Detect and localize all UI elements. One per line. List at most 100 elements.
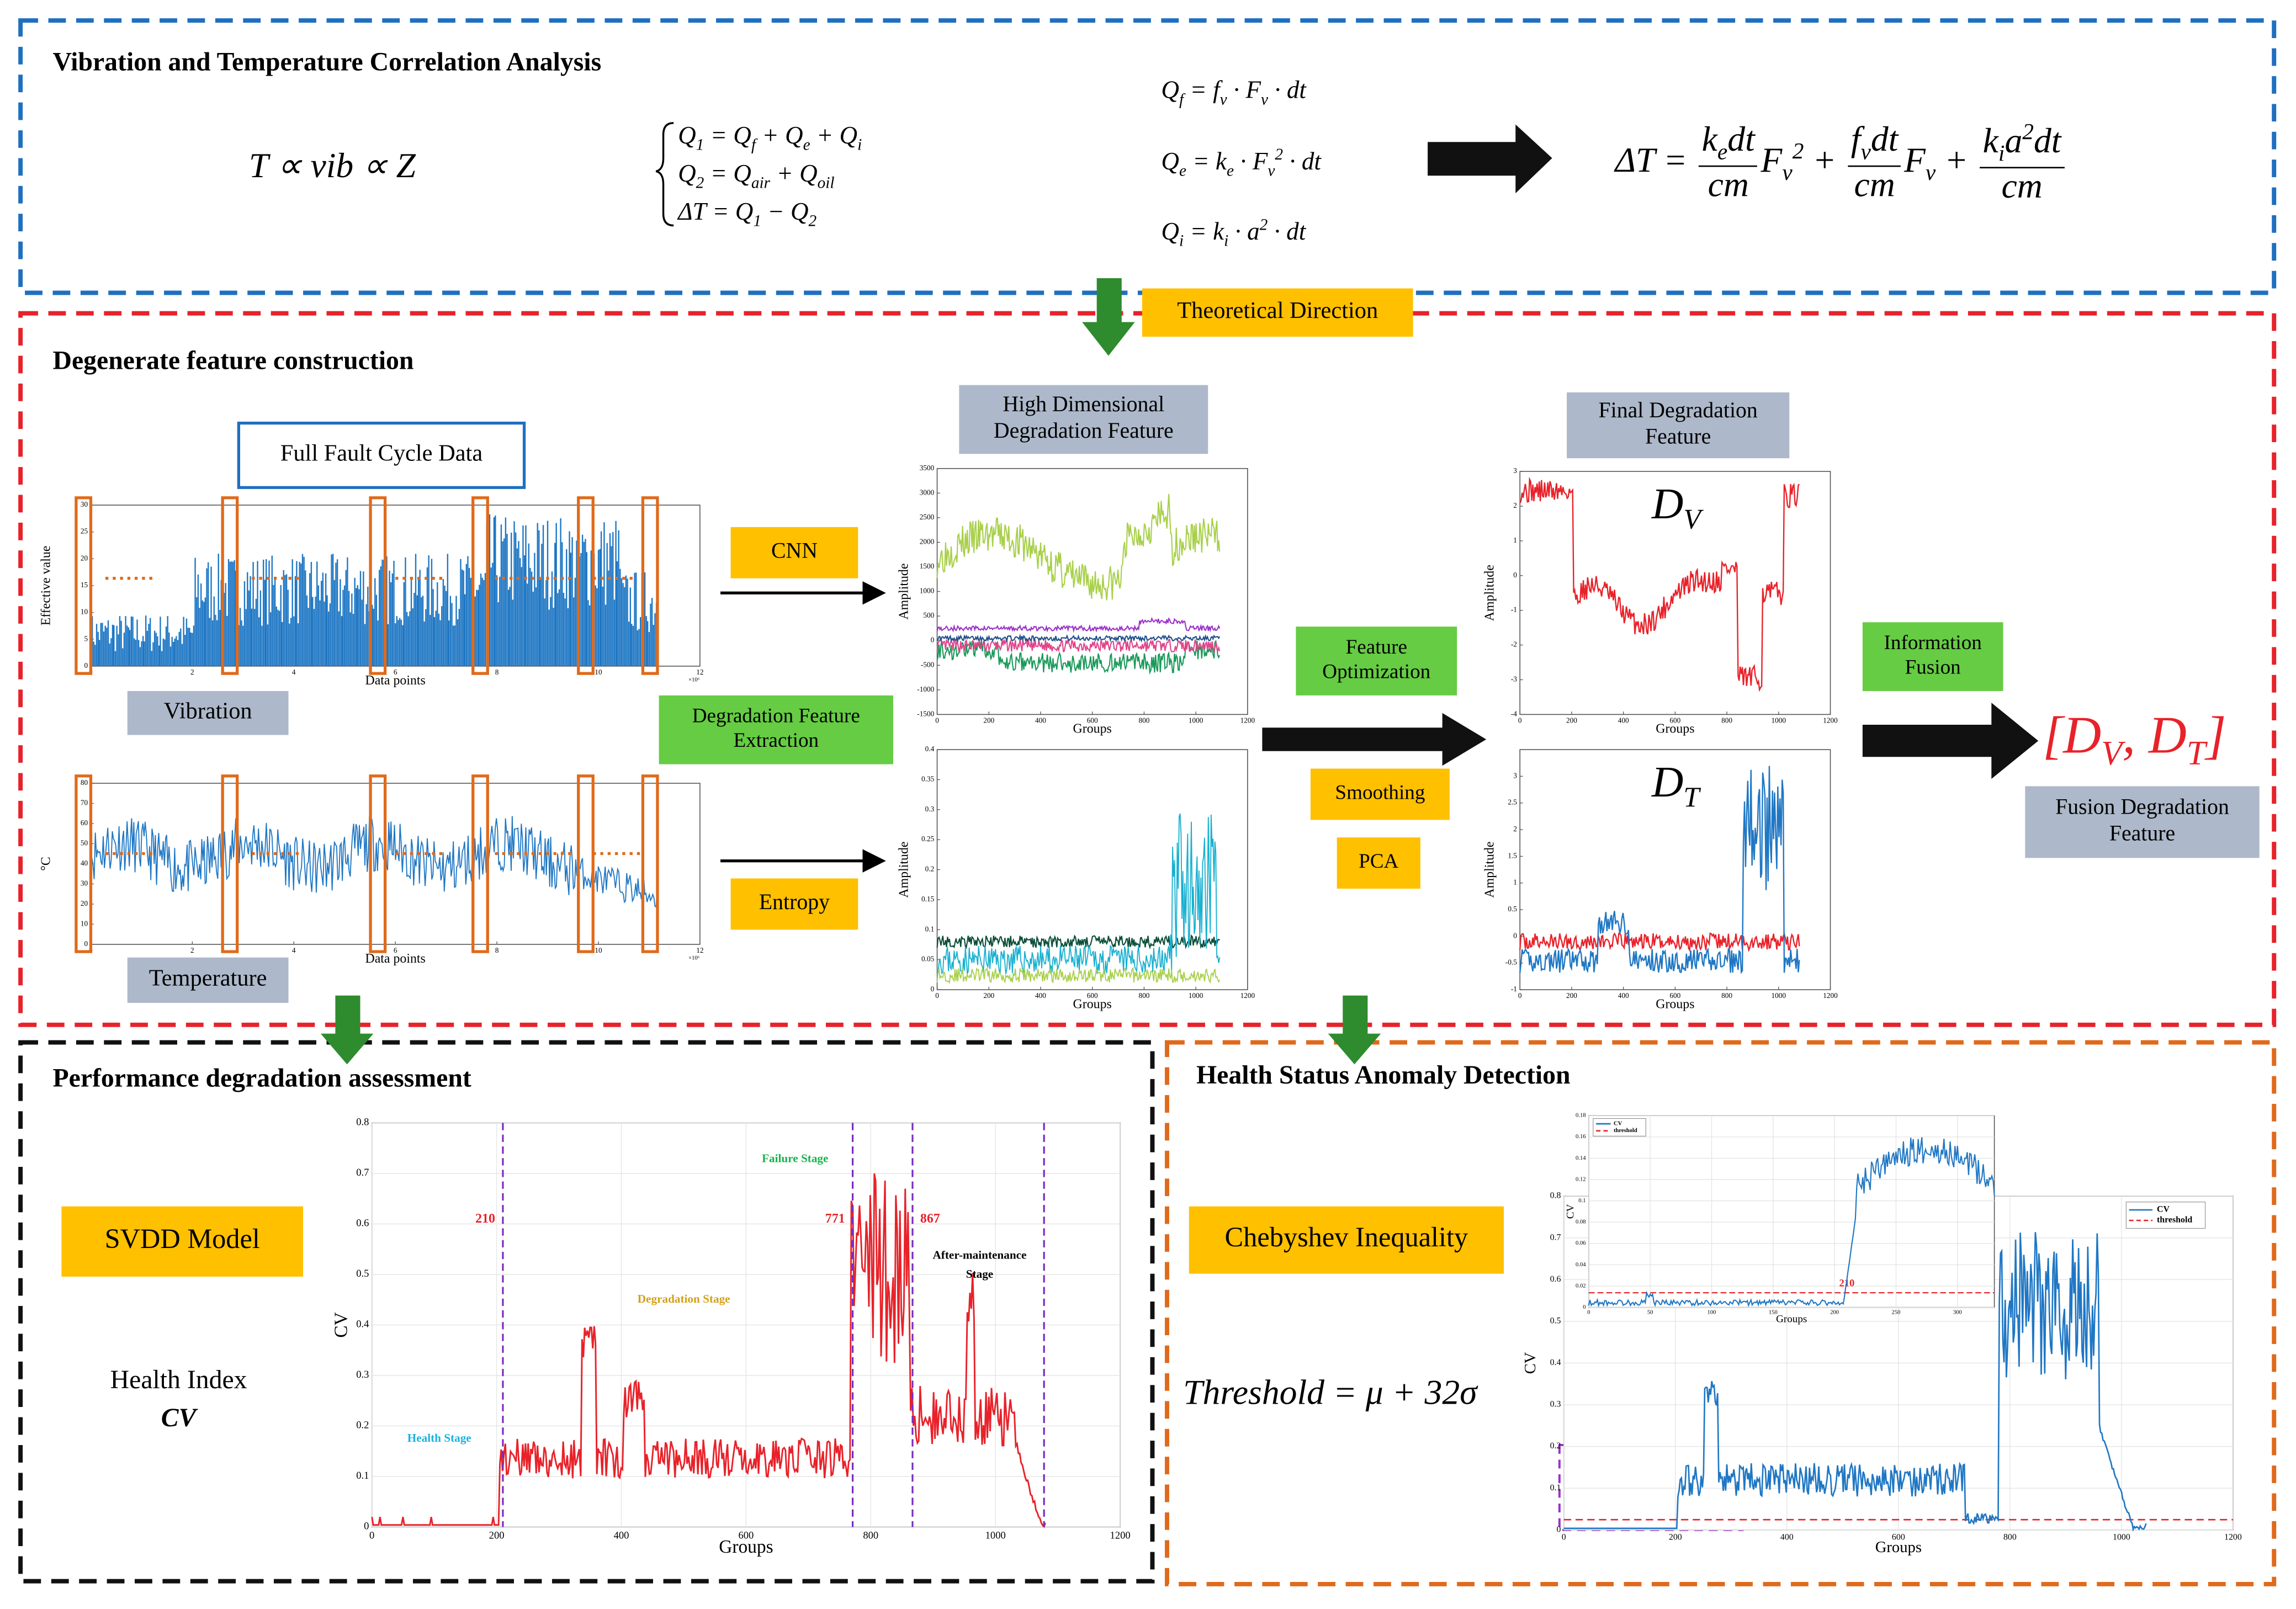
x-axis-label: Groups xyxy=(1656,997,1694,1011)
x-tick-label: 1200 xyxy=(1823,716,1838,724)
label: Extraction xyxy=(733,729,819,752)
y-tick-label: 10 xyxy=(81,919,88,927)
curve xyxy=(1519,476,1800,692)
subscript: v xyxy=(1261,91,1269,109)
label: Degradation Feature xyxy=(692,704,860,727)
window-box xyxy=(577,496,595,675)
y-tick-label: 80 xyxy=(81,778,88,787)
formula-text: + xyxy=(1936,142,1977,180)
subscript: v xyxy=(1268,162,1275,180)
subscript: v xyxy=(1219,91,1227,109)
x-axis-label: Groups xyxy=(1776,1313,1807,1325)
section-frame xyxy=(1165,1040,2277,1586)
section-title: Vibration and Temperature Correlation An… xyxy=(52,47,601,77)
down-arrow xyxy=(320,995,374,1065)
legend xyxy=(1593,1118,1646,1137)
formula-text: + Q xyxy=(770,160,818,188)
y-tick-label: 0.16 xyxy=(1576,1134,1586,1140)
y-tick-label: 60 xyxy=(81,819,88,827)
x-tick-label: 400 xyxy=(1780,1533,1794,1542)
window-box xyxy=(471,774,489,953)
y-tick-label: 0.04 xyxy=(1576,1262,1586,1268)
y-tick-label: 0.12 xyxy=(1576,1176,1586,1182)
fraction: kedt cm xyxy=(1699,121,1758,205)
subscript: v xyxy=(1782,161,1793,186)
arrow xyxy=(1862,703,2039,779)
x-tick-label: 0 xyxy=(1518,716,1522,724)
x-tick-label: 200 xyxy=(983,991,994,1000)
y-tick-label: -2 xyxy=(1511,640,1517,649)
x-tick-label: 400 xyxy=(614,1530,629,1541)
y-tick-label: 2 xyxy=(1513,501,1517,509)
x-tick-label: 600 xyxy=(738,1530,754,1541)
brace xyxy=(655,122,674,227)
x-tick-label: 400 xyxy=(1035,991,1046,1000)
label-box xyxy=(730,527,858,578)
y-tick-label: 0.05 xyxy=(921,955,935,963)
y-axis-label: CV xyxy=(331,1312,351,1337)
formula-text: = Q xyxy=(704,121,751,150)
window-box xyxy=(221,774,239,953)
formula-text: k xyxy=(1982,123,1998,161)
label-box xyxy=(1310,768,1450,820)
label-box xyxy=(1142,288,1413,337)
curve xyxy=(936,934,1220,950)
legend-label: threshold xyxy=(1614,1128,1637,1134)
legend-label: CV xyxy=(2157,1205,2170,1214)
label-box xyxy=(959,385,1208,454)
subscript: 2 xyxy=(696,174,704,193)
subscript: e xyxy=(1226,162,1234,180)
y-tick-label: 0 xyxy=(931,985,935,993)
subscript: i xyxy=(1179,232,1184,251)
x-tick-label: 1000 xyxy=(2113,1533,2130,1542)
label: Chebyshev Inequality xyxy=(1225,1222,1468,1252)
subscript: oil xyxy=(817,174,835,193)
y-tick-label: 15 xyxy=(81,581,88,589)
curve xyxy=(1519,931,1800,953)
y-tick-label: 3 xyxy=(1513,466,1517,475)
label-box xyxy=(1296,626,1457,695)
y-tick-label: -1 xyxy=(1511,606,1517,614)
formula-text: dt xyxy=(2033,123,2061,161)
formula: Q1 = Qf + Qe + Qi xyxy=(678,123,862,155)
x-tick-label: 8 xyxy=(495,668,499,676)
y-tick-label: 500 xyxy=(923,611,934,619)
y-tick-label: 0.1 xyxy=(356,1470,369,1481)
formula: Q2 = Qair + Qoil xyxy=(678,161,835,193)
y-tick-label: 0.06 xyxy=(1576,1240,1586,1246)
subscript: e xyxy=(803,136,810,155)
formula-text: f xyxy=(1850,121,1861,160)
y-tick-label: -0.5 xyxy=(1505,958,1517,967)
window-box xyxy=(471,496,489,675)
section-title: Performance degradation assessment xyxy=(52,1063,471,1092)
formula-text: k xyxy=(1701,121,1717,160)
y-tick-label: 1.5 xyxy=(1508,851,1517,859)
window-box xyxy=(75,774,93,953)
subscript: v xyxy=(1860,140,1871,166)
x-axis-label: Groups xyxy=(1073,997,1112,1011)
y-axis-label: Amplitude xyxy=(1483,842,1497,898)
formula-text: F xyxy=(1761,142,1783,180)
y-tick-label: 1 xyxy=(1513,878,1517,886)
x-tick-label: 1000 xyxy=(985,1530,1006,1541)
subscript: V xyxy=(1683,505,1701,536)
y-tick-label: 5 xyxy=(84,634,88,642)
y-axis-label: Amplitude xyxy=(897,842,911,898)
y-tick-label: -1000 xyxy=(917,685,934,693)
plot-area xyxy=(1519,749,1831,990)
y-tick-label: 0.3 xyxy=(356,1369,369,1380)
y-tick-label: 0.1 xyxy=(1550,1483,1561,1493)
x-tick-label: 6 xyxy=(394,946,397,954)
formula-text: = f xyxy=(1184,76,1220,104)
x-tick-label: 800 xyxy=(1721,716,1732,724)
x-tick-label: 200 xyxy=(1830,1310,1839,1316)
y-tick-label: 0 xyxy=(1513,931,1517,939)
x-axis-label: Data points xyxy=(365,952,425,966)
y-tick-label: 0.7 xyxy=(1550,1233,1561,1242)
label: Degradation Feature xyxy=(994,418,1174,443)
formula-text: = Q xyxy=(704,160,751,188)
formula-text: Q xyxy=(1161,147,1179,176)
y-tick-label: 0.2 xyxy=(1550,1441,1561,1451)
formula-text: Q xyxy=(678,121,696,150)
stage-boundary-label: 771 xyxy=(825,1212,845,1226)
